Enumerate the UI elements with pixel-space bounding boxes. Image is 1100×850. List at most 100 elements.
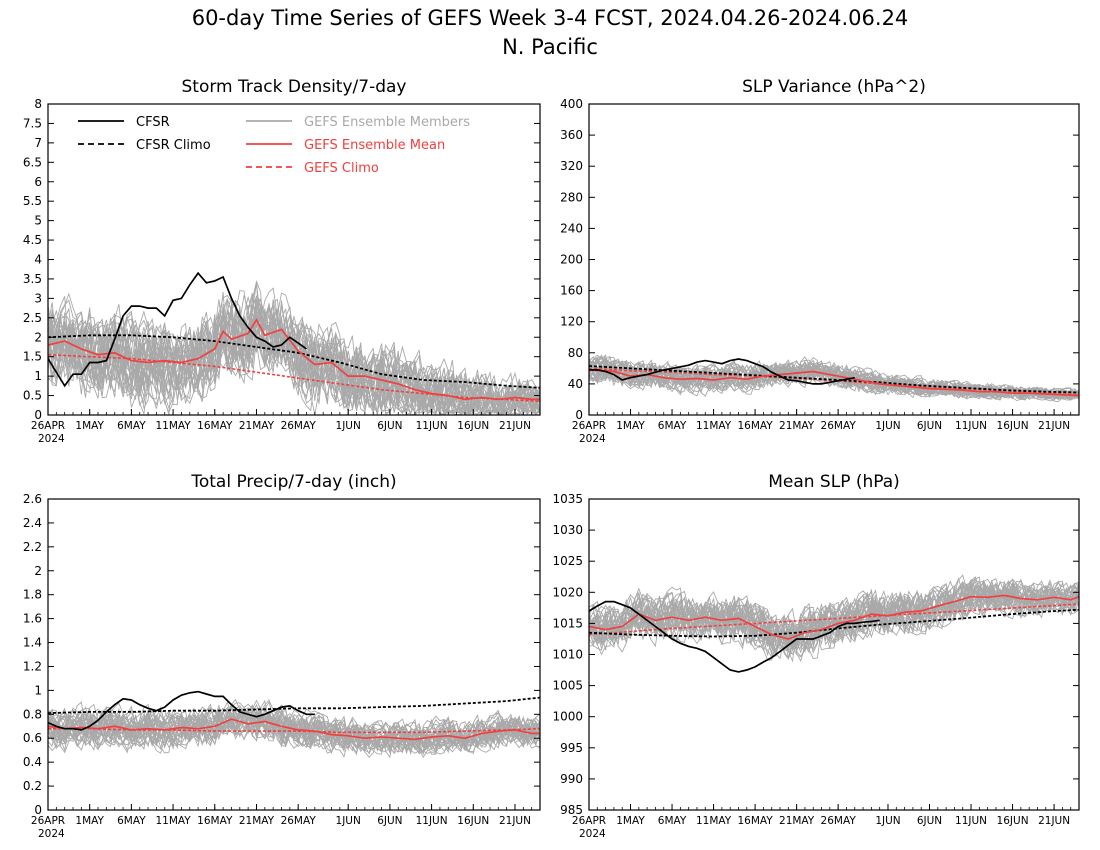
ensemble-member-line	[48, 706, 540, 752]
x-tick-label: 6JUN	[377, 420, 402, 432]
plot-area	[589, 354, 1079, 403]
y-tick-label: 2	[34, 564, 42, 578]
y-tick-label: 7.5	[23, 116, 42, 130]
y-tick-label: 200	[560, 253, 583, 267]
y-tick-label: 2	[34, 330, 42, 344]
x-tick-label: 1MAY	[75, 420, 104, 432]
slp-variance-chart: SLP Variance (hPa^2) 0 40 80 120 160 200 240 280…	[560, 77, 1080, 445]
x-tick-label: 11JUN	[416, 815, 448, 827]
x-tick-label: 16JUN	[997, 420, 1029, 432]
y-tick-label: 0	[575, 408, 583, 422]
x-tick-label: 21MAY	[779, 420, 815, 432]
legend-cfsr-climo-label: CFSR Climo	[136, 138, 211, 153]
y-tick-label: 3.5	[23, 272, 42, 286]
plot-frame	[588, 498, 1080, 811]
x-tick-label: 21MAY	[239, 420, 275, 432]
ensemble-member-line	[48, 298, 540, 415]
x-tick-label: 6MAY	[117, 420, 146, 432]
x-tick-label: 6MAY	[117, 815, 146, 827]
y-tick-label: 1.4	[23, 636, 42, 650]
x-tick-label: 16JUN	[997, 815, 1029, 827]
y-tick-label: 4.5	[23, 233, 42, 247]
x-tick-label: 21MAY	[779, 815, 815, 827]
x-tick-label: 1JUN	[336, 420, 361, 432]
y-tick-label: 1000	[552, 710, 583, 724]
y-tick-label: 6	[34, 175, 42, 189]
plot-area	[48, 690, 540, 759]
cfsr-climo-line	[589, 365, 1079, 394]
x-tick-label: 26MAY	[821, 815, 857, 827]
x-tick-label: 6JUN	[377, 815, 402, 827]
plot-area	[589, 574, 1079, 673]
ensemble-member-line	[589, 358, 1079, 398]
x-year-label: 2024	[579, 828, 606, 840]
y-tick-label: 1030	[552, 523, 583, 537]
y-tick-label: 1.6	[23, 612, 42, 626]
mean-slp-chart: Mean SLP (hPa) 985 990 995 1000 1005 1010 1015 1…	[552, 472, 1080, 840]
y-tick-label: 1005	[552, 679, 583, 693]
y-tick-label: 1020	[552, 585, 583, 599]
cfsr-line	[589, 358, 855, 385]
y-tick-label: 5	[34, 214, 42, 228]
x-tick-label: 21JUN	[499, 815, 531, 827]
x-tick-label: 6MAY	[658, 420, 687, 432]
x-tick-label: 26MAY	[281, 815, 317, 827]
legend-ensemble-mean-label: GEFS Ensemble Mean	[304, 138, 445, 153]
x-tick-label: 16MAY	[738, 815, 774, 827]
gefs-climo-line	[48, 353, 540, 403]
chart-title: SLP Variance (hPa^2)	[742, 77, 926, 97]
x-tick-label: 1JUN	[336, 815, 361, 827]
y-tick-label: 400	[560, 97, 583, 111]
x-tick-label: 26MAY	[821, 420, 857, 432]
x-tick-label: 11JUN	[955, 815, 987, 827]
ensemble-mean-line	[48, 718, 540, 741]
y-tick-label: 1035	[552, 492, 583, 506]
chart-title: Storm Track Density/7-day	[182, 77, 407, 97]
y-tick-label: 0	[34, 408, 42, 422]
y-tick-label: 120	[560, 315, 583, 329]
cfsr-line	[589, 600, 880, 673]
ensemble-member-line	[589, 361, 1079, 400]
gefs-climo-line	[48, 727, 540, 734]
legend-gefs-climo-label: GEFS Climo	[304, 161, 379, 176]
x-tick-label: 6JUN	[917, 420, 942, 432]
figure-title: 60-day Time Series of GEFS Week 3-4 FCST…	[191, 6, 909, 30]
y-tick-label: 4	[34, 253, 42, 267]
ensemble-mean-line	[589, 594, 1079, 640]
x-tick-label: 26MAY	[281, 420, 317, 432]
x-tick-label: 11JUN	[416, 420, 448, 432]
x-tick-label: 11MAY	[155, 420, 191, 432]
x-year-label: 2024	[38, 433, 65, 445]
ensemble-member-line	[48, 707, 540, 749]
y-tick-label: 0.8	[23, 707, 42, 721]
x-tick-label: 1JUN	[875, 815, 900, 827]
x-tick-label: 1MAY	[616, 420, 645, 432]
x-tick-label: 26APR	[572, 815, 606, 827]
ensemble-member-line	[48, 706, 540, 755]
y-tick-label: 995	[560, 741, 583, 755]
y-tick-label: 240	[560, 221, 583, 235]
y-tick-label: 160	[560, 284, 583, 298]
y-tick-label: 0.6	[23, 731, 42, 745]
y-tick-label: 2.6	[23, 492, 42, 506]
x-tick-label: 1JUN	[875, 420, 900, 432]
y-tick-label: 990	[560, 772, 583, 786]
ensemble-mean-line	[589, 369, 1079, 397]
y-tick-label: 80	[568, 346, 583, 360]
plot-area	[48, 271, 540, 415]
y-tick-label: 2.4	[23, 516, 42, 530]
legend-cfsr-label: CFSR	[136, 115, 170, 130]
ensemble-member-line	[48, 291, 540, 414]
x-tick-label: 16JUN	[457, 815, 489, 827]
plot-frame	[47, 498, 541, 811]
y-tick-label: 360	[560, 128, 583, 142]
ensemble-member-line	[589, 358, 1079, 400]
ensemble-member-line	[589, 580, 1079, 655]
x-tick-label: 21MAY	[239, 815, 275, 827]
x-tick-label: 11MAY	[696, 815, 732, 827]
y-tick-label: 1015	[552, 616, 583, 630]
ensemble-mean-line	[48, 318, 540, 401]
x-tick-label: 1MAY	[616, 815, 645, 827]
legend-ensemble-members-label: GEFS Ensemble Members	[304, 115, 470, 130]
